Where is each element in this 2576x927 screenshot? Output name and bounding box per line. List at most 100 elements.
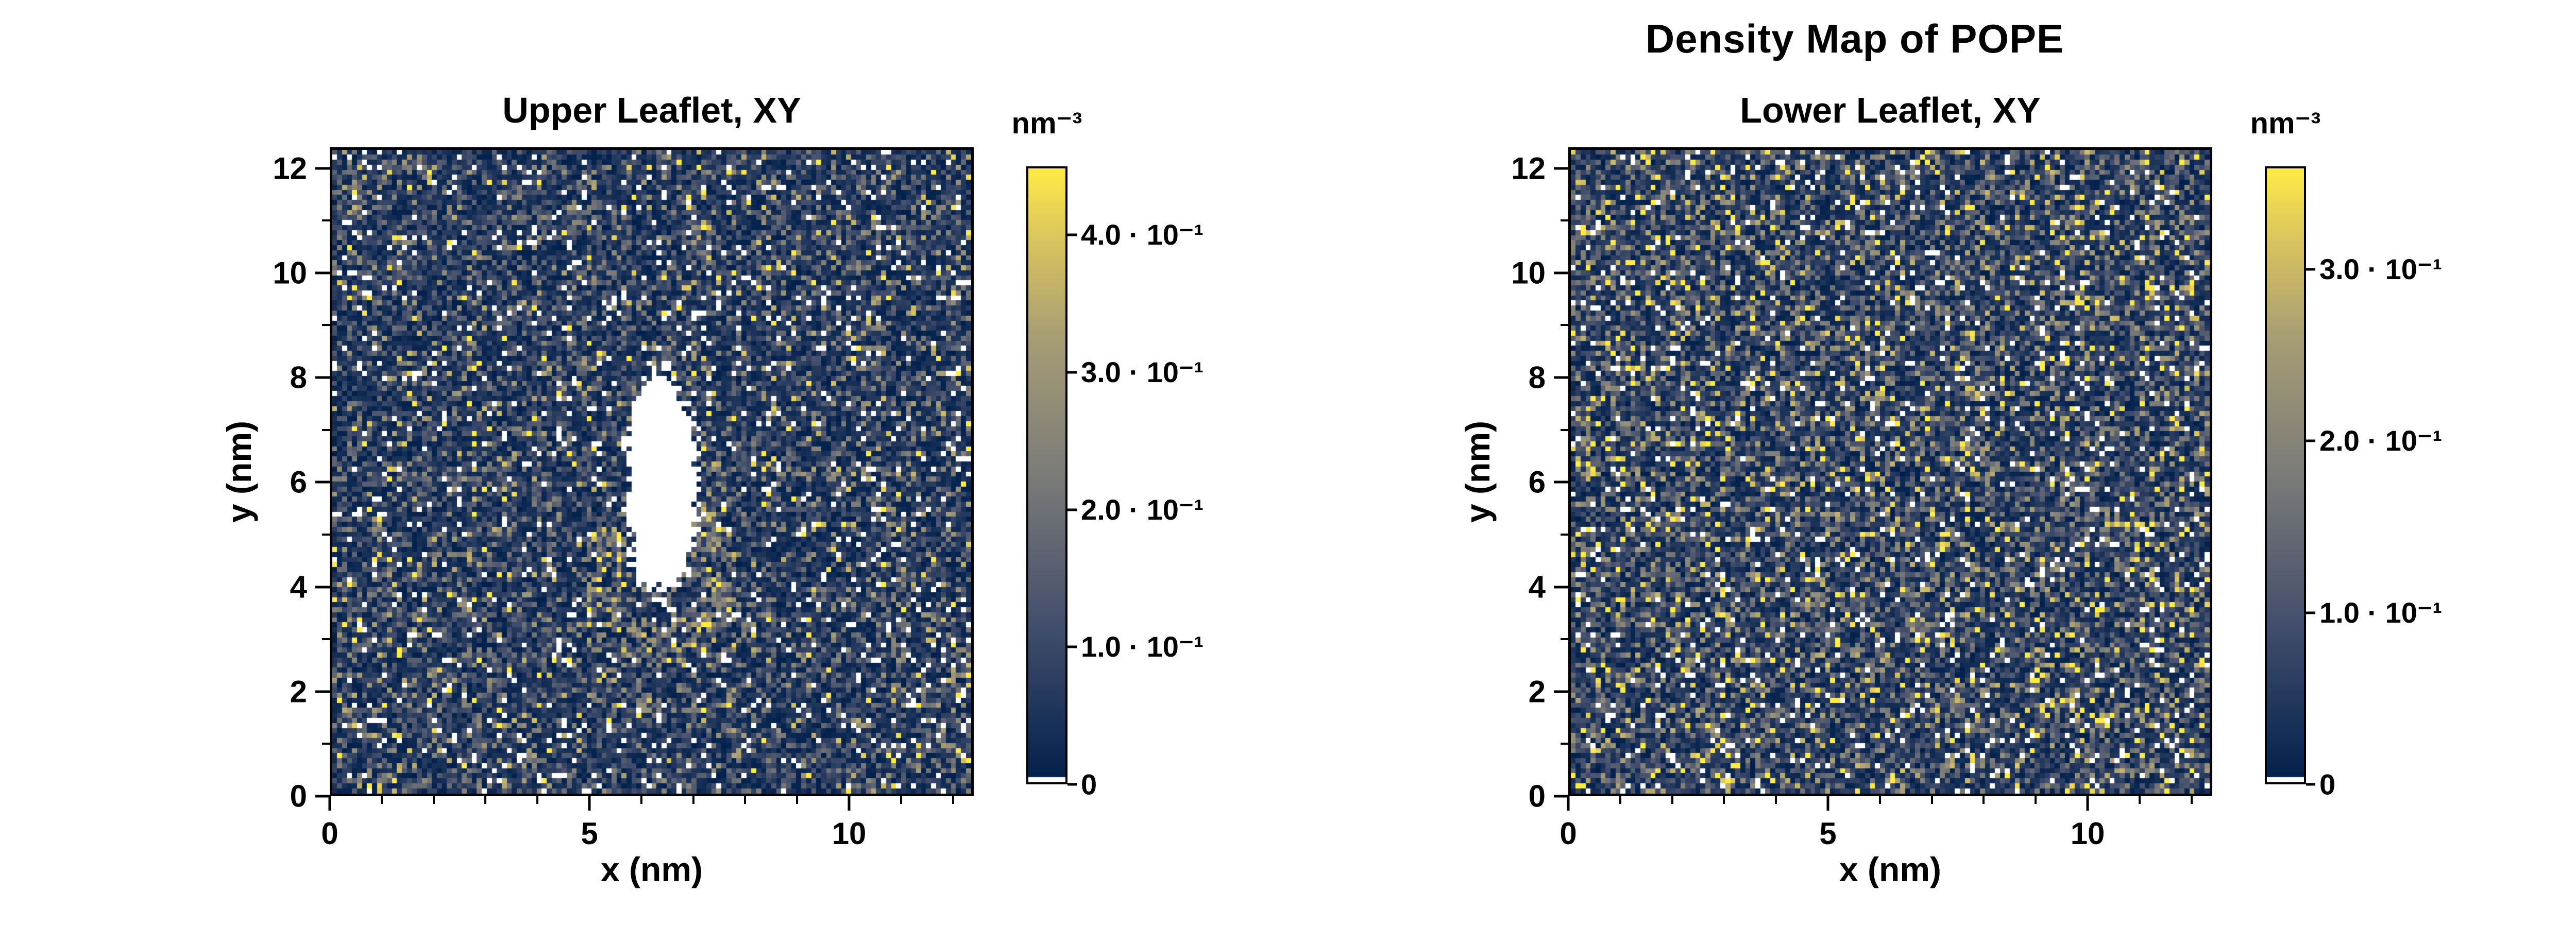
x-major-tick	[328, 796, 331, 811]
x-minor-tick	[1930, 796, 1933, 804]
y-tick-label: 4	[290, 570, 307, 605]
y-major-tick	[315, 167, 330, 170]
colorbar-tick-label: 2.0 · 10⁻¹	[2319, 424, 2443, 457]
colorbar-canvas-lower	[2267, 168, 2304, 782]
y-major-tick	[1554, 167, 1568, 170]
x-minor-tick	[432, 796, 435, 804]
colorbar-tick	[2306, 268, 2315, 271]
x-minor-tick	[796, 796, 799, 804]
x-minor-tick	[536, 796, 539, 804]
panel-title-lower: Lower Leaflet, XY	[1740, 90, 2041, 130]
y-minor-tick	[322, 428, 330, 431]
x-major-tick	[2086, 796, 2089, 811]
x-tick-label: 0	[1560, 816, 1577, 851]
colorbar-canvas-upper	[1028, 168, 1065, 782]
x-minor-tick	[952, 796, 954, 804]
x-tick-label: 5	[581, 816, 598, 851]
colorbar-unit-label-lower: nm⁻³	[2250, 107, 2321, 140]
heatmap-canvas-upper	[332, 150, 971, 794]
y-major-tick	[315, 271, 330, 274]
y-axis-label-upper: y (nm)	[220, 421, 258, 523]
y-major-tick	[1554, 271, 1568, 274]
colorbar-tick-label: 0	[2319, 768, 2336, 801]
x-minor-tick	[1982, 796, 1985, 804]
colorbar-tick-label: 2.0 · 10⁻¹	[1081, 493, 1204, 526]
panel-lower-leaflet: Lower Leaflet, XY y (nm) 0 5 10 0 2 4 6 8 10 12 x…	[1459, 90, 2442, 888]
y-major-tick	[1554, 480, 1568, 484]
y-minor-tick	[322, 219, 330, 222]
y-minor-tick	[322, 324, 330, 327]
y-major-tick	[315, 586, 330, 589]
y-major-tick	[1554, 795, 1568, 798]
heatmap-plot-lower: 0 5 10 0 2 4 6 8 10 12	[1511, 147, 2212, 851]
y-tick-label: 8	[290, 360, 307, 395]
x-minor-tick	[2190, 796, 2193, 804]
y-minor-tick	[1561, 219, 1568, 222]
y-tick-label: 12	[273, 151, 307, 186]
y-minor-tick	[1561, 324, 1568, 327]
figure-title: Density Map of POPE	[1645, 16, 2064, 61]
y-minor-tick	[1561, 638, 1568, 641]
x-minor-tick	[2035, 796, 2037, 804]
y-major-tick	[315, 376, 330, 379]
colorbar-tick-label: 4.0 · 10⁻¹	[1081, 218, 1204, 251]
x-minor-tick	[1619, 796, 1621, 804]
colorbar-tick	[2306, 439, 2315, 442]
y-tick-label: 8	[1528, 360, 1546, 395]
x-minor-tick	[2138, 796, 2141, 804]
colorbar-unit-label-upper: nm⁻³	[1011, 107, 1082, 140]
x-tick-label: 5	[1819, 816, 1837, 851]
y-major-tick	[315, 480, 330, 484]
colorbar-tick	[2306, 611, 2315, 614]
x-tick-label: 10	[832, 816, 867, 851]
y-major-tick	[1554, 586, 1568, 589]
colorbar-tick	[1067, 645, 1077, 648]
colorbar-lower: nm⁻³ 0 1.0 · 10⁻¹ 2.0 · 10⁻¹ 3.0 · 10⁻¹	[2250, 107, 2443, 801]
x-minor-tick	[380, 796, 383, 804]
x-axis-label-lower: x (nm)	[1839, 850, 1941, 888]
x-minor-tick	[484, 796, 487, 804]
heatmap-plot-upper: 0 5 10 0 2 4 6 8 10 12	[273, 147, 974, 851]
y-minor-tick	[1561, 533, 1568, 536]
panel-upper-leaflet: Upper Leaflet, XY y (nm) 0 5 10 0 2 4 6 8 10 12 x…	[220, 90, 1204, 888]
y-minor-tick	[322, 638, 330, 641]
y-tick-label: 6	[1528, 465, 1546, 500]
x-tick-label: 10	[2070, 816, 2105, 851]
y-tick-label: 0	[290, 779, 307, 814]
heatmap-canvas-lower	[1571, 150, 2210, 794]
x-axis-label-upper: x (nm)	[601, 850, 703, 888]
y-major-tick	[315, 690, 330, 693]
x-minor-tick	[744, 796, 747, 804]
colorbar-tick-label: 3.0 · 10⁻¹	[1081, 356, 1204, 388]
colorbar-tick	[1067, 508, 1077, 511]
x-minor-tick	[692, 796, 694, 804]
y-minor-tick	[322, 533, 330, 536]
y-minor-tick	[1561, 428, 1568, 431]
x-major-tick	[1567, 796, 1570, 811]
y-tick-label: 4	[1528, 570, 1546, 605]
panel-title-upper: Upper Leaflet, XY	[502, 90, 801, 130]
x-minor-tick	[900, 796, 902, 804]
y-axis-label-lower: y (nm)	[1459, 421, 1497, 523]
y-tick-label: 0	[1528, 779, 1546, 814]
colorbar-tick-label: 1.0 · 10⁻¹	[1081, 630, 1204, 663]
y-major-tick	[1554, 376, 1568, 379]
y-minor-tick	[322, 743, 330, 745]
y-major-tick	[1554, 690, 1568, 693]
colorbar-tick-label: 0	[1081, 768, 1097, 801]
x-tick-label: 0	[321, 816, 338, 851]
y-tick-label: 10	[1511, 255, 1546, 290]
colorbar-tick	[1067, 371, 1077, 374]
y-tick-label: 12	[1511, 151, 1546, 186]
y-tick-label: 10	[273, 255, 307, 290]
y-tick-label: 2	[1528, 674, 1546, 709]
colorbar-tick	[1067, 783, 1077, 786]
colorbar-tick-label: 3.0 · 10⁻¹	[2319, 253, 2443, 285]
y-major-tick	[315, 795, 330, 798]
x-minor-tick	[1878, 796, 1881, 804]
colorbar-tick	[2306, 783, 2315, 786]
x-minor-tick	[1775, 796, 1777, 804]
y-minor-tick	[1561, 743, 1568, 745]
colorbar-tick	[1067, 233, 1077, 236]
colorbar-tick-label: 1.0 · 10⁻¹	[2319, 596, 2443, 629]
